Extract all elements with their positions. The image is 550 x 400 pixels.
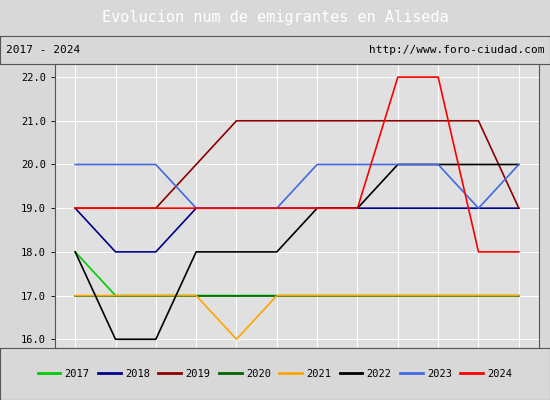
Text: 2017 - 2024: 2017 - 2024 xyxy=(6,45,80,55)
Text: Evolucion num de emigrantes en Aliseda: Evolucion num de emigrantes en Aliseda xyxy=(102,10,448,26)
Text: http://www.foro-ciudad.com: http://www.foro-ciudad.com xyxy=(369,45,544,55)
Legend: 2017, 2018, 2019, 2020, 2021, 2022, 2023, 2024: 2017, 2018, 2019, 2020, 2021, 2022, 2023… xyxy=(34,365,516,383)
